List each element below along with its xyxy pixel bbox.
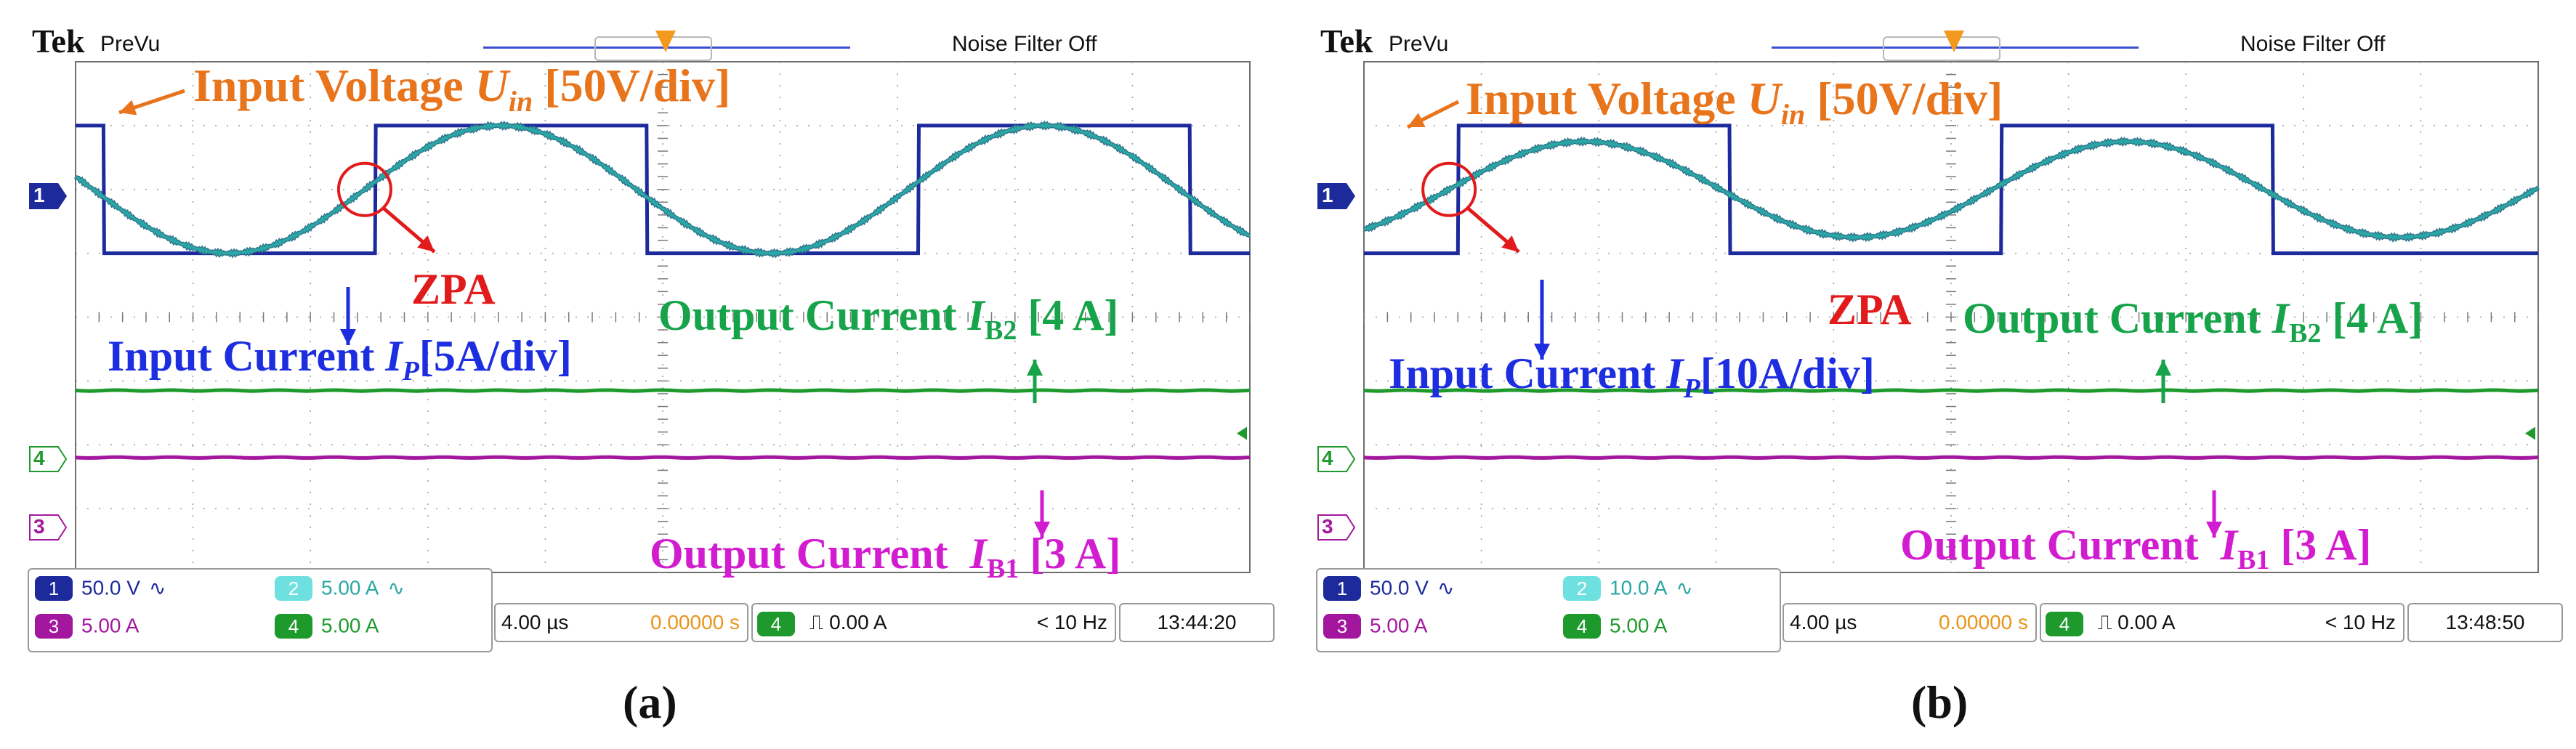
- output-b1-label: Output Current IB1 [3 A]: [650, 530, 1121, 584]
- record-window: [594, 36, 712, 61]
- input-current-label: Input Current IP[10A/div]: [1389, 349, 1875, 404]
- output-b1-arrow-head: [2206, 522, 2222, 538]
- voltage-arrow-head: [119, 100, 137, 116]
- output-b2-label: Output Current IB2 [4 A]: [1963, 294, 2423, 349]
- acquisition-mode: PreVu: [1389, 32, 1449, 56]
- output-b2-label: Output Current IB2 [4 A]: [658, 291, 1119, 346]
- ch3-scale: 3 5.00 A: [35, 613, 139, 642]
- ch4-trace: [1363, 388, 2539, 393]
- record-window: [1883, 36, 2000, 61]
- ch3-ground-marker[interactable]: 3: [1317, 514, 1356, 541]
- zpa-label: ZPA: [1828, 286, 1912, 333]
- ch2-scale: 2 10.0 A ∿: [1563, 575, 1693, 604]
- zpa-arrow-head: [1501, 235, 1519, 252]
- zpa-circle: [336, 161, 392, 217]
- channel-readout[interactable]: 1 50.0 V ∿ 2 10.0 A ∿ 3 5.00 A 4 5.00 A: [1316, 568, 1781, 652]
- clock-readout: 13:48:50: [2407, 603, 2563, 642]
- ch4-trace: [75, 388, 1251, 393]
- ch2-trace: [1363, 138, 2540, 241]
- trigger-position-marker: [1944, 31, 1964, 52]
- ch4-scale: 4 5.00 A: [275, 613, 379, 642]
- noise-filter-status: Noise Filter Off: [2240, 32, 2386, 56]
- ch4-edge-marker: [2525, 426, 2535, 440]
- ch4-edge-marker: [1237, 426, 1247, 440]
- ch3-trace: [1363, 455, 2539, 460]
- input-voltage-label: Input Voltage Uin [50V/div]: [193, 60, 731, 118]
- trigger-position-marker: [655, 31, 676, 52]
- ch3-trace: [75, 455, 1251, 460]
- panel-caption: (a): [623, 676, 677, 728]
- output-b2-arrow-head: [2155, 360, 2171, 376]
- input-current-label: Input Current IP[5A/div]: [108, 332, 572, 386]
- ch2-scale: 2 5.00 A ∿: [275, 575, 405, 604]
- waveform-display: [1363, 61, 2540, 573]
- trigger-readout[interactable]: 4 ⎍ 0.00 A < 10 Hz: [751, 603, 1116, 642]
- panel-caption: (b): [1911, 676, 1969, 728]
- brand-logo: Tek: [32, 23, 85, 60]
- ch4-scale: 4 5.00 A: [1563, 613, 1667, 642]
- ch3-ground-marker[interactable]: 3: [29, 514, 68, 541]
- noise-filter-status: Noise Filter Off: [952, 32, 1097, 56]
- ch1-ground-marker[interactable]: 1: [29, 183, 67, 209]
- zpa-arrow-head: [417, 235, 435, 252]
- scope-panel-b: Tek PreVu Noise Filter Off 1 4 3 Input V…: [1288, 0, 2567, 749]
- ch2-trace: [74, 122, 1251, 257]
- ch3-scale: 3 5.00 A: [1323, 613, 1427, 642]
- ch4-ground-marker[interactable]: 4: [1317, 446, 1356, 472]
- ch1-ground-marker[interactable]: 1: [1317, 183, 1355, 209]
- brand-logo: Tek: [1320, 23, 1373, 60]
- graticule-grid: [75, 61, 1251, 573]
- timebase-readout[interactable]: 4.00 µs 0.00000 s: [494, 603, 748, 642]
- output-b1-arrow-head: [1034, 522, 1050, 538]
- scope-panel-a: Tek PreVu Noise Filter Off 1 4 3 Input V…: [0, 0, 1279, 749]
- clock-readout: 13:44:20: [1119, 603, 1275, 642]
- input-voltage-label: Input Voltage Uin [50V/div]: [1466, 73, 2003, 131]
- ch1-scale: 1 50.0 V ∿: [1323, 575, 1454, 604]
- timebase-readout[interactable]: 4.00 µs 0.00000 s: [1782, 603, 2037, 642]
- trigger-readout[interactable]: 4 ⎍ 0.00 A < 10 Hz: [2040, 603, 2405, 642]
- waveform-display: [73, 61, 1251, 573]
- voltage-arrow-head: [1408, 113, 1426, 127]
- output-b1-label: Output Current IB1 [3 A]: [1900, 521, 2372, 575]
- zpa-circle: [1421, 161, 1477, 217]
- ch1-trace: [76, 124, 1250, 256]
- channel-readout[interactable]: 1 50.0 V ∿ 2 5.00 A ∿ 3 5.00 A 4 5.00 A: [28, 568, 493, 652]
- acquisition-mode: PreVu: [100, 32, 161, 56]
- input-current-arrow-head: [1534, 344, 1550, 360]
- graticule-grid: [1363, 61, 2539, 573]
- output-b2-arrow-head: [1027, 360, 1043, 376]
- zpa-label: ZPA: [411, 265, 496, 313]
- ch4-ground-marker[interactable]: 4: [29, 446, 68, 472]
- ch1-trace: [1364, 124, 2538, 256]
- input-current-arrow-head: [340, 329, 356, 345]
- ch1-scale: 1 50.0 V ∿: [35, 575, 166, 604]
